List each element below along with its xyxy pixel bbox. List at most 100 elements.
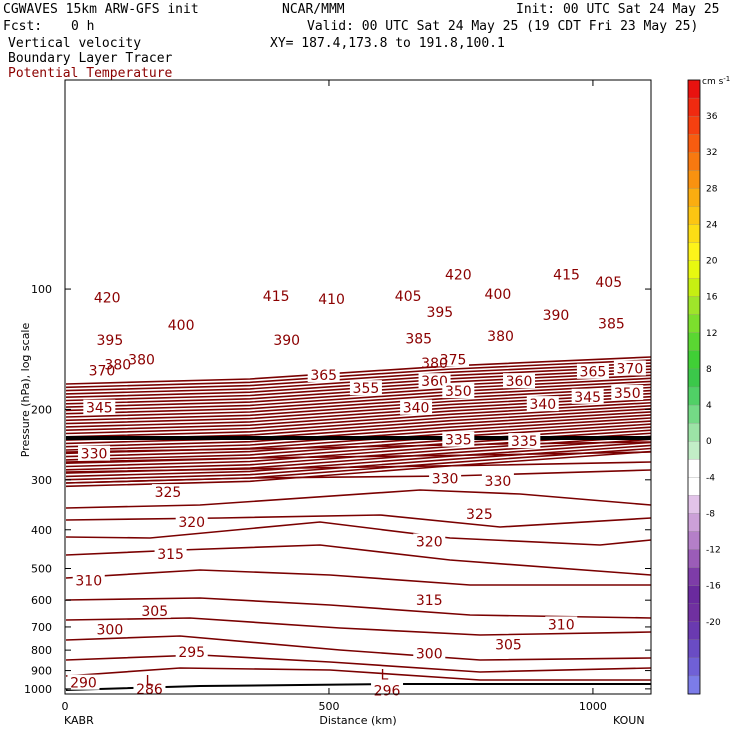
theta-contour-line bbox=[65, 405, 652, 438]
theta-label: 395 bbox=[426, 305, 453, 321]
theta-contour-line bbox=[65, 386, 652, 418]
theta-label: 325 bbox=[466, 507, 493, 523]
colorbar-swatch bbox=[687, 296, 701, 316]
y-tick-label: 200 bbox=[31, 403, 52, 416]
colorbar-unit: cm s-1 bbox=[702, 75, 730, 87]
theta-label-bg bbox=[125, 351, 158, 367]
small-theta-label: 380 bbox=[104, 357, 131, 373]
theta-label-bg bbox=[484, 327, 517, 343]
theta-contour-line bbox=[65, 451, 652, 463]
colorbar-label: 24 bbox=[706, 220, 718, 230]
colorbar-swatch bbox=[687, 585, 701, 605]
small-theta-label: 380 bbox=[421, 356, 448, 372]
x-axis-ticks: 0 500 1000 bbox=[62, 80, 607, 713]
theta-contour-line bbox=[65, 597, 652, 619]
theta-contour-line bbox=[65, 377, 652, 408]
y-axis-label: Pressure (hPa), log scale bbox=[19, 323, 32, 458]
theta-label: 310 bbox=[548, 617, 575, 633]
theta-contour-line bbox=[65, 389, 652, 422]
theta-label: 420 bbox=[445, 268, 472, 284]
valid-time: Valid: 00 UTC Sat 24 May 25 (19 CDT Fri … bbox=[307, 19, 699, 34]
theta-label-bg bbox=[571, 388, 604, 404]
theta-label: 305 bbox=[495, 638, 522, 654]
theta-contour-line bbox=[65, 423, 652, 458]
theta-label-bg bbox=[526, 396, 559, 412]
x-axis-label: Distance (km) bbox=[319, 714, 396, 727]
colorbar-swatch bbox=[687, 170, 701, 189]
theta-label: 395 bbox=[97, 333, 124, 349]
field-vertical-velocity: Vertical velocity bbox=[8, 36, 142, 51]
theta-label-bg bbox=[349, 380, 382, 396]
theta-label-bg bbox=[492, 636, 525, 652]
theta-label: 335 bbox=[445, 433, 472, 449]
theta-label-bg bbox=[503, 373, 536, 389]
colorbar-label: -20 bbox=[706, 618, 721, 628]
colorbar-swatch bbox=[687, 224, 701, 243]
theta-contour-line bbox=[65, 569, 651, 586]
theta-label: 320 bbox=[178, 515, 205, 531]
theta-label: 365 bbox=[580, 365, 607, 381]
theta-contour-labels: 290 2862953003053103153203253303453703803… bbox=[67, 266, 646, 700]
theta-contour-line bbox=[65, 654, 652, 673]
colorbar-label: 8 bbox=[706, 365, 712, 375]
theta-label: 355 bbox=[353, 381, 380, 397]
theta-label-bg bbox=[138, 602, 171, 618]
colorbar-swatch bbox=[687, 97, 701, 117]
theta-label: 350 bbox=[614, 386, 641, 402]
theta-contour-line bbox=[65, 380, 652, 412]
theta-label-bg bbox=[595, 315, 628, 331]
colorbar-label: 16 bbox=[706, 293, 718, 303]
colorbar-label: -8 bbox=[706, 509, 715, 519]
theta-label-bg bbox=[400, 399, 433, 415]
colorbar-label: -4 bbox=[706, 473, 715, 483]
theta-label: 365 bbox=[310, 368, 337, 384]
colorbar-swatch bbox=[687, 477, 701, 496]
right-station: KOUN bbox=[613, 714, 645, 727]
plot-frame bbox=[64, 79, 652, 695]
theta-contour-line bbox=[65, 635, 652, 661]
theta-contour-line bbox=[65, 450, 652, 488]
theta-contour-line bbox=[65, 441, 652, 453]
theta-label-bg bbox=[260, 287, 293, 303]
theta-contours bbox=[65, 356, 652, 691]
theta-label-bg bbox=[423, 303, 456, 319]
colorbar-swatch bbox=[687, 513, 701, 532]
theta-label-bg bbox=[67, 674, 100, 690]
colorbar-swatch bbox=[687, 314, 701, 334]
theta-contour-line bbox=[65, 514, 652, 528]
colorbar-swatch bbox=[687, 422, 701, 442]
theta-label-bg bbox=[151, 484, 184, 500]
theta-label-bg bbox=[539, 306, 572, 322]
theta-label-bg bbox=[508, 433, 541, 449]
theta-contour-line bbox=[65, 489, 652, 509]
theta-label: 340 bbox=[403, 401, 430, 417]
colorbar-swatch bbox=[687, 206, 701, 225]
theta-label: 380 bbox=[128, 352, 155, 368]
colorbar-unit-text: cm s bbox=[702, 77, 724, 87]
theta-label: 420 bbox=[94, 291, 121, 307]
theta-label: 370 bbox=[89, 364, 116, 380]
theta-contour-line bbox=[65, 461, 652, 473]
low-marker: L bbox=[380, 667, 388, 683]
colorbar-swatch bbox=[687, 134, 701, 153]
theta-label: 300 bbox=[97, 622, 124, 638]
theta-contour-line bbox=[65, 521, 652, 546]
theta-label-bg bbox=[481, 472, 514, 488]
theta-label: 390 bbox=[543, 308, 570, 324]
theta-contour-line bbox=[65, 617, 652, 636]
y-tick-label: 800 bbox=[31, 644, 52, 657]
colorbar-swatch bbox=[687, 242, 701, 262]
theta-label-bg bbox=[175, 643, 208, 659]
theta-label-bg bbox=[429, 470, 462, 486]
theta-label: 360 bbox=[506, 374, 533, 390]
theta-label: 330 bbox=[81, 447, 108, 463]
theta-label-bg bbox=[442, 383, 475, 399]
init-time: Init: 00 UTC Sat 24 May 25 bbox=[516, 2, 720, 17]
theta-label: 325 bbox=[155, 485, 182, 501]
colorbar-swatch bbox=[687, 549, 701, 569]
theta-label-bg bbox=[93, 621, 126, 637]
theta-label-bg bbox=[442, 431, 475, 447]
theta-label: 400 bbox=[485, 287, 512, 303]
theta-label: 296 bbox=[374, 684, 401, 700]
colorbar-swatch bbox=[687, 386, 701, 406]
